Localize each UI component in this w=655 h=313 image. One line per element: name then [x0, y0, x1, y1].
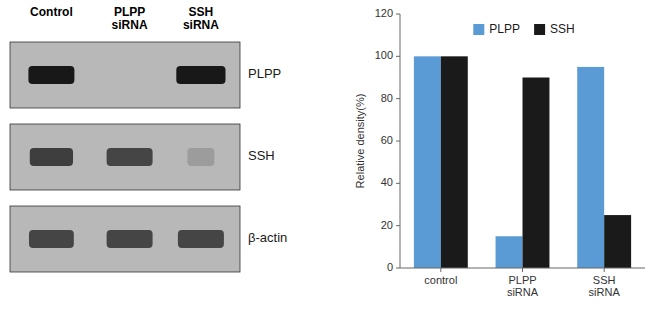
y-tick — [396, 225, 400, 226]
x-tick — [604, 268, 605, 272]
y-tick — [396, 141, 400, 142]
row-label: β-actin — [248, 230, 287, 245]
lane-header: PLPPsiRNA — [112, 5, 148, 32]
text-line: PLPP — [114, 5, 145, 19]
legend: PLPP SSH — [473, 22, 574, 36]
bar — [441, 56, 468, 268]
text-line: PLPP — [508, 274, 536, 286]
text-line: siRNA — [589, 286, 621, 298]
figure: ControlPLPPsiRNASSHsiRNAPLPPSSHβ-actin02… — [0, 0, 655, 313]
y-tick — [396, 56, 400, 57]
x-tick-label: PLPPsiRNA — [507, 274, 539, 298]
y-tick-label: 20 — [381, 219, 393, 231]
blot-strip — [10, 124, 240, 190]
y-tick — [396, 98, 400, 99]
legend-swatch — [534, 24, 545, 35]
blot-band — [30, 148, 73, 166]
text-line: Control — [30, 5, 73, 19]
bar — [577, 67, 604, 268]
text-line: siRNA — [183, 18, 219, 32]
y-tick-label: 100 — [375, 49, 393, 61]
blot-band — [107, 230, 153, 248]
legend-label: SSH — [550, 22, 575, 36]
text-line: SSH — [189, 5, 214, 19]
y-axis-line — [400, 14, 401, 268]
x-tick — [522, 268, 523, 272]
bar-chart: 020406080100120controlPLPPsiRNASSHsiRNAR… — [354, 7, 645, 298]
blot-band — [107, 148, 153, 166]
lane-header: SSHsiRNA — [183, 5, 219, 32]
bar — [414, 56, 441, 268]
y-tick-label: 40 — [381, 176, 393, 188]
text-line: siRNA — [112, 18, 148, 32]
bar — [523, 78, 550, 269]
blot-band — [28, 66, 74, 84]
x-tick — [440, 268, 441, 272]
blot-strip — [10, 42, 240, 108]
y-tick-label: 60 — [381, 134, 393, 146]
blot-strip — [10, 206, 240, 272]
row-label: PLPP — [248, 66, 281, 81]
y-tick-label: 120 — [375, 7, 393, 19]
legend-swatch — [473, 24, 484, 35]
y-tick-label: 80 — [381, 92, 393, 104]
y-tick-label: 0 — [387, 261, 393, 273]
y-tick — [396, 183, 400, 184]
bar — [496, 236, 523, 268]
blot-band — [176, 66, 225, 84]
text-line: SSH — [593, 274, 616, 286]
x-tick-label: control — [424, 274, 457, 286]
text-line: control — [424, 274, 457, 286]
y-tick — [396, 14, 400, 15]
blot-band — [29, 230, 74, 248]
background — [0, 0, 655, 313]
bars — [414, 56, 631, 268]
bar — [604, 215, 631, 268]
x-tick-label: SSHsiRNA — [589, 274, 621, 298]
text-line: siRNA — [507, 286, 539, 298]
blot-panel: ControlPLPPsiRNASSHsiRNAPLPPSSHβ-actin — [10, 5, 287, 272]
blot-band — [178, 230, 224, 248]
legend-label: PLPP — [489, 22, 520, 36]
row-label: SSH — [248, 148, 275, 163]
lane-header: Control — [30, 5, 73, 19]
y-axis-label: Relative density(%) — [354, 94, 366, 189]
y-tick — [396, 268, 400, 269]
blot-band — [187, 148, 214, 166]
